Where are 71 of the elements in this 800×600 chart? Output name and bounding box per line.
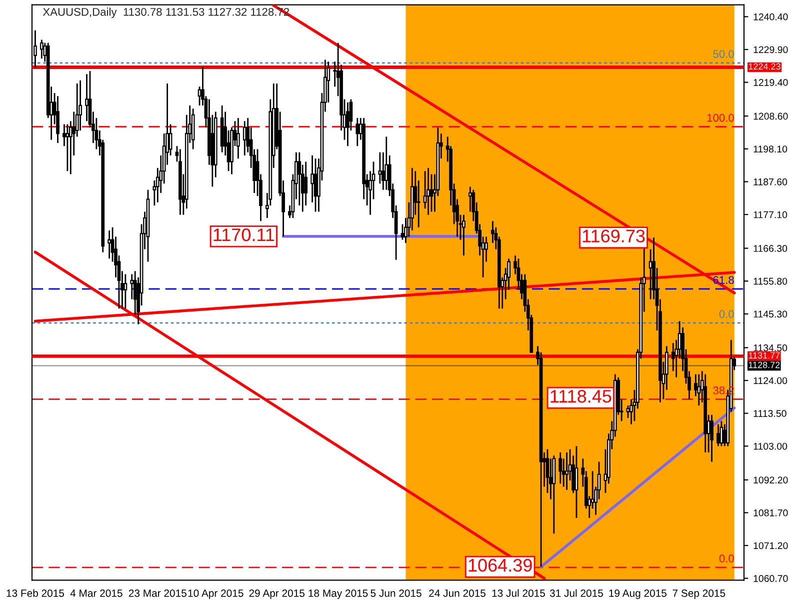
candlestick [356,117,360,147]
x-tick-label: 13 Feb 2015 [6,589,64,597]
y-tick-label: 1240.40 [754,13,788,20]
y-tick-label: 1145.30 [754,310,788,318]
candlestick [314,158,318,212]
y-tick-label: 1060.70 [754,575,788,582]
y-tick-label: 1208.60 [754,112,788,120]
x-tick-label: 18 May 2015 [308,590,368,599]
candlestick [66,124,70,172]
candlestick [720,420,724,447]
y-tick-label: 1229.90 [754,46,788,54]
annotation: 1169.73 [582,230,645,242]
candlestick [710,414,714,462]
y-tick-label: 1134.50 [754,344,788,352]
candlestick [346,102,350,147]
candlestick [236,117,240,160]
annotation: 1118.45 [550,390,612,403]
candlestick [716,424,720,447]
candlestick [378,152,382,184]
x-tick-label: 13 Jul 2015 [492,589,545,597]
x-tick-label: 10 Apr 2015 [188,590,244,599]
annotation: 0.0 [719,554,734,562]
candlestick [168,124,172,156]
annotation: 61.8 [713,276,734,284]
ref-line-label: 1224.23 [748,63,780,70]
candlestick [130,274,134,300]
candlestick [426,167,430,216]
x-tick-label: 24 Jun 2015 [429,590,486,597]
x-tick-label: 7 Sep 2015 [672,590,726,599]
candlestick [697,374,701,406]
x-tick-label: 19 Aug 2015 [609,590,667,599]
annotation: 100.0 [707,114,734,122]
x-tick-label: 23 Mar 2015 [128,590,186,597]
candlestick [558,452,562,484]
candlestick [384,136,388,191]
y-tick-label: 1155.80 [754,278,788,285]
y-tick-label: 1177.10 [754,211,788,218]
annotation: 1170.11 [214,228,274,242]
candlestick [124,274,128,310]
annotation: 0.0 [719,310,734,318]
candlestick [462,214,466,256]
y-tick-label: 1187.60 [754,178,788,186]
y-tick-label: 1071.20 [754,542,788,550]
annotation: 1064.39 [468,558,532,572]
y-tick-label: 1166.30 [754,245,788,252]
y-tick-label: 1103.00 [754,442,788,450]
x-tick-label: 31 Jul 2015 [550,589,603,597]
candlestick [574,445,578,519]
candlestick [242,120,246,156]
candlestick [85,73,88,122]
annotation: 50.0 [713,50,734,58]
candlestick [416,180,420,228]
candlestick [56,95,60,144]
candlestick [565,452,568,491]
ref-line-label: 1131.77 [748,352,780,359]
y-tick-label: 1124.00 [754,377,788,384]
y-tick-label: 1081.70 [754,509,788,516]
x-tick-label: 5 Jun 2015 [370,590,422,597]
candlestick [626,404,630,419]
x-tick-label: 4 Mar 2015 [70,590,122,597]
candlestick [484,236,488,262]
candlestick [40,39,44,60]
y-tick-label: 1092.20 [754,476,788,484]
x-tick-label: 29 Apr 2015 [249,590,305,599]
candlestick [108,230,112,260]
y-tick-label: 1198.10 [754,146,788,153]
ref-line-label: 1128.72 [748,362,780,368]
y-tick-label: 1113.50 [754,410,786,417]
candlestick [400,224,404,241]
y-tick-label: 1219.40 [754,79,788,86]
candlestick [310,154,314,204]
